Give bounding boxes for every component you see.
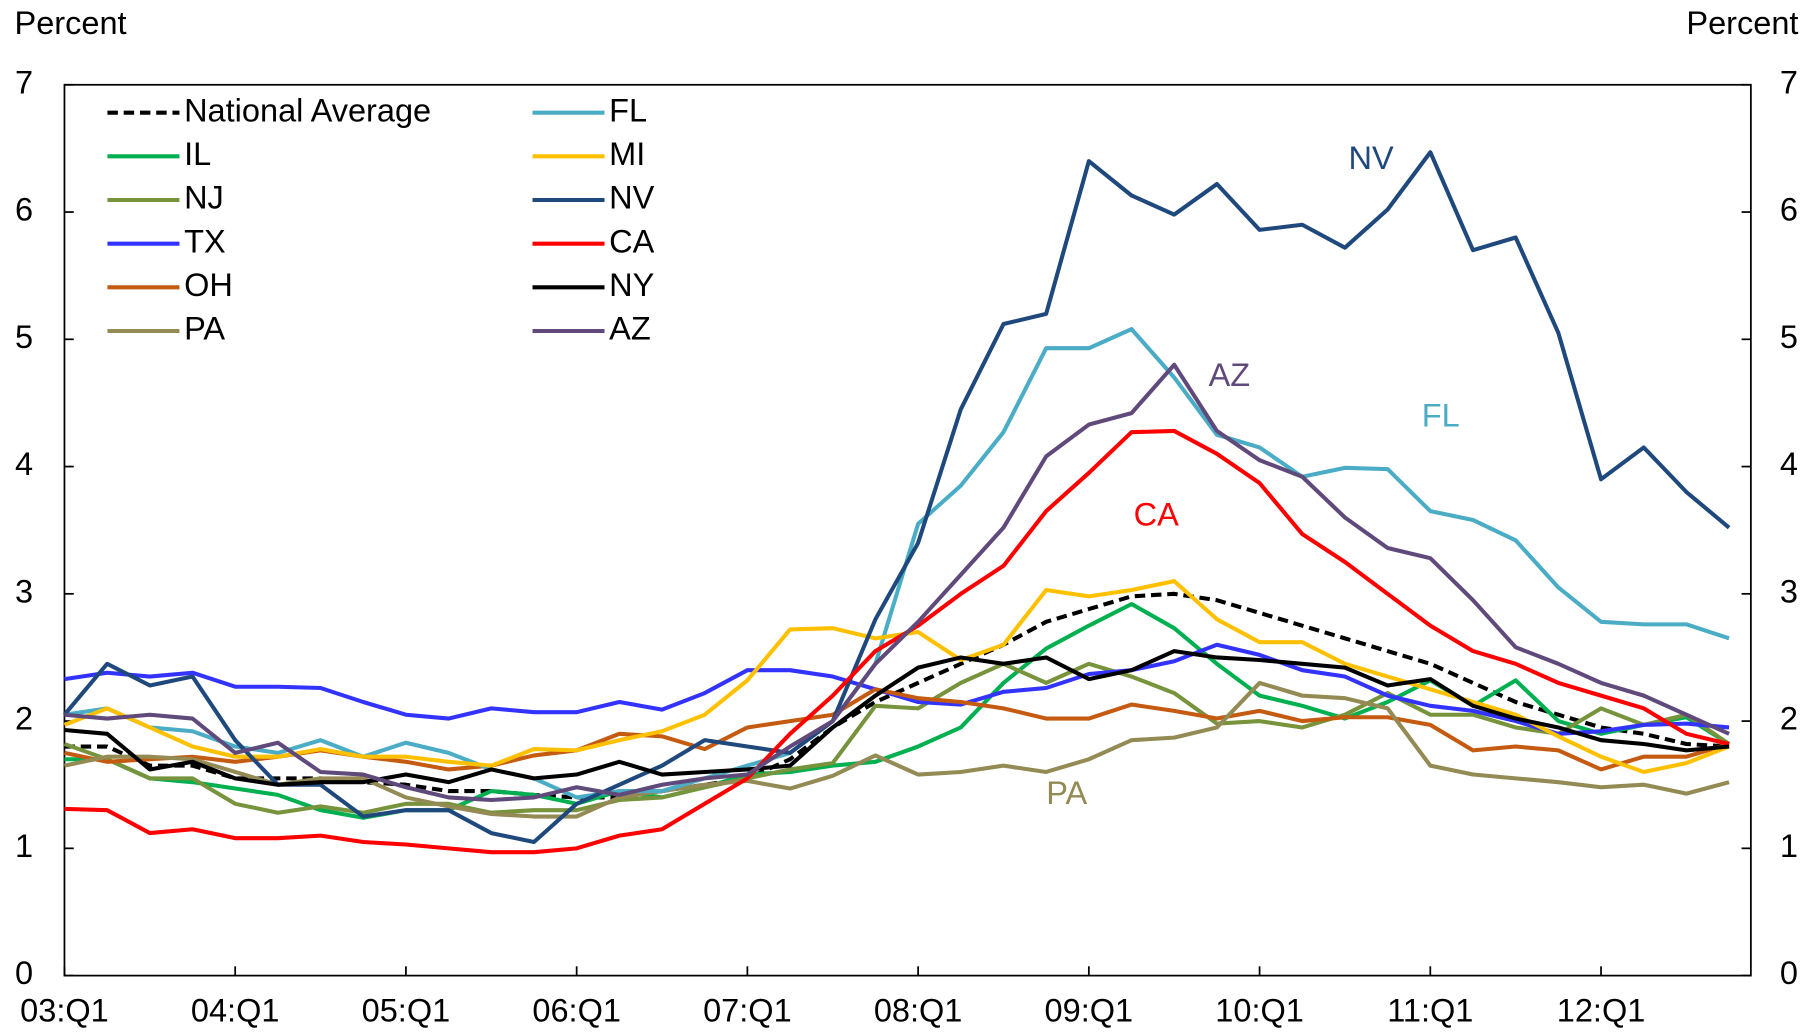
legend-label: IL xyxy=(184,136,211,172)
series-line xyxy=(63,579,1730,775)
annotation: PA xyxy=(1046,775,1087,811)
plot-frame xyxy=(63,83,1752,977)
legend-label: CA xyxy=(609,223,654,259)
series-line xyxy=(64,327,1730,800)
legend-label: PA xyxy=(184,311,225,347)
annotation: CA xyxy=(1134,496,1179,532)
y2-tick-label: 6 xyxy=(1780,192,1798,228)
y2-tick-label: 3 xyxy=(1780,573,1798,609)
series-line xyxy=(64,642,1730,736)
y-tick-label: 0 xyxy=(15,955,33,991)
x-tick-label: 09:Q1 xyxy=(1045,992,1134,1028)
x-tick-label: 08:Q1 xyxy=(874,992,963,1028)
annotation: NV xyxy=(1348,140,1393,176)
y-tick-label: 2 xyxy=(15,701,33,737)
series-line xyxy=(64,649,1730,787)
series-line xyxy=(62,150,1731,845)
y-tick-label: 3 xyxy=(15,573,33,609)
y2-tick-label: 0 xyxy=(1780,955,1798,991)
y2-tick-label: 4 xyxy=(1780,446,1798,482)
x-tick-label: 11:Q1 xyxy=(1387,992,1473,1028)
y-tick-label: 7 xyxy=(15,64,33,100)
y2-tick-label: 7 xyxy=(1780,64,1798,100)
legend-label: National Average xyxy=(184,92,431,128)
annotation: FL xyxy=(1422,398,1460,434)
x-tick-label: 03:Q1 xyxy=(20,992,109,1028)
y-tick-label: 5 xyxy=(15,319,33,355)
x-tick-label: 04:Q1 xyxy=(191,992,280,1028)
series-line xyxy=(64,680,1730,819)
legend-label: TX xyxy=(184,223,226,259)
x-tick-label: 12:Q1 xyxy=(1557,992,1646,1028)
y-tick-label: 6 xyxy=(15,192,33,228)
y2-axis-label: Percent xyxy=(1686,5,1798,41)
annotation: AZ xyxy=(1209,357,1251,393)
x-tick-label: 10:Q1 xyxy=(1215,992,1304,1028)
x-tick-label: 05:Q1 xyxy=(362,992,451,1028)
series-line xyxy=(64,428,1730,855)
y-tick-label: 4 xyxy=(15,446,33,482)
series-line xyxy=(63,661,1731,815)
y-tick-label: 1 xyxy=(15,828,33,864)
legend-label: NJ xyxy=(184,180,224,216)
legend-label: NY xyxy=(609,267,654,303)
legend-label: AZ xyxy=(609,311,651,347)
legend-label: FL xyxy=(609,92,647,128)
y-axis-label: Percent xyxy=(15,5,127,41)
y2-tick-label: 2 xyxy=(1780,701,1798,737)
legend-label: NV xyxy=(609,180,654,216)
x-tick-label: 07:Q1 xyxy=(703,992,792,1028)
y2-tick-label: 5 xyxy=(1780,319,1798,355)
series-line xyxy=(64,362,1730,803)
legend-label: OH xyxy=(184,267,233,303)
y2-tick-label: 1 xyxy=(1780,828,1798,864)
legend-label: MI xyxy=(609,136,645,172)
x-tick-label: 06:Q1 xyxy=(532,992,621,1028)
